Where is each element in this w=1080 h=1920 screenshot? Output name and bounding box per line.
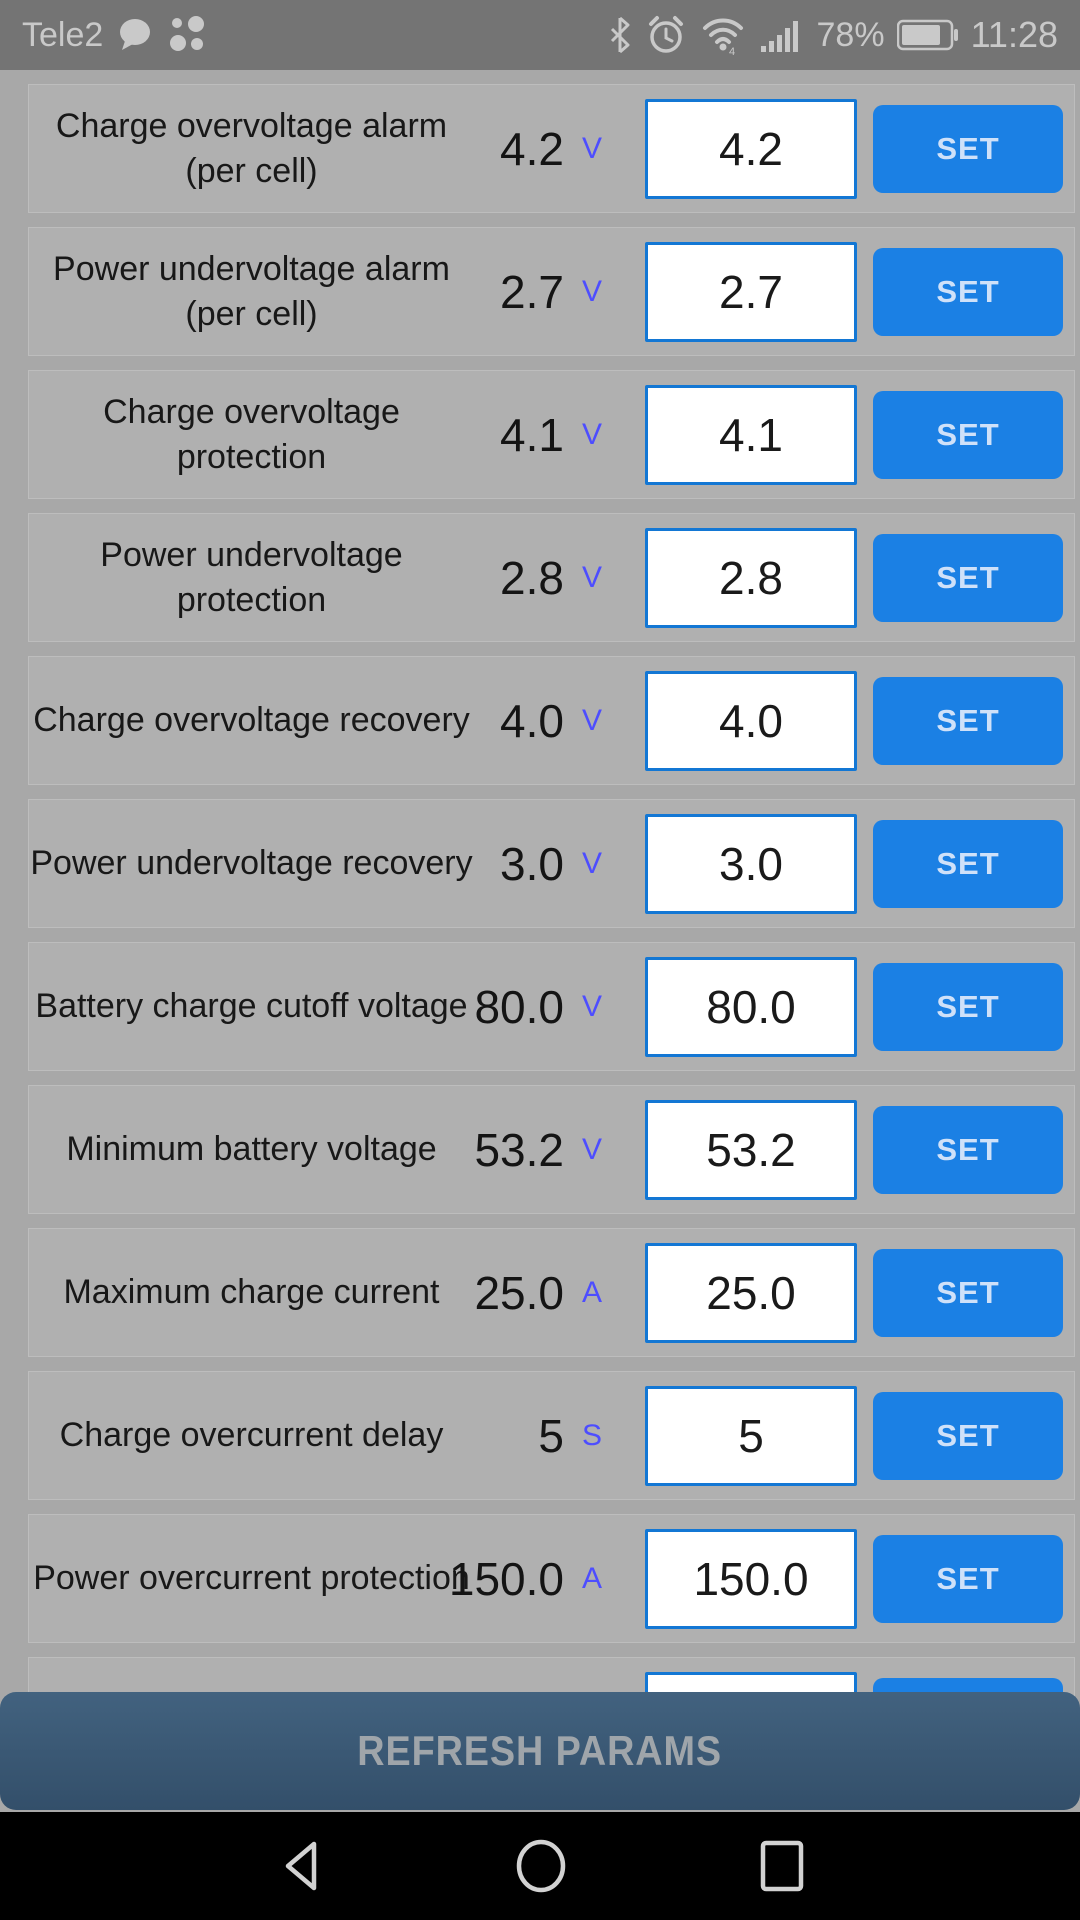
param-unit: V xyxy=(582,1132,603,1166)
alarm-clock-icon xyxy=(648,16,683,53)
chat-bubble-icon xyxy=(120,19,151,50)
set-button[interactable]: SET xyxy=(873,1534,1063,1623)
set-button[interactable]: SET xyxy=(873,104,1063,193)
param-input[interactable] xyxy=(645,527,857,628)
param-unit: V xyxy=(582,703,603,737)
param-unit: A xyxy=(582,1275,603,1309)
param-row: Charge overvoltage recovery 4.0 V SET xyxy=(28,656,1075,785)
wifi-icon: 4 xyxy=(702,18,743,56)
set-button[interactable]: SET xyxy=(873,819,1063,908)
param-current-value: 80.0 xyxy=(474,980,564,1033)
param-input[interactable] xyxy=(645,956,857,1057)
param-label: Charge overvoltage protection xyxy=(103,393,400,476)
refresh-params-button[interactable]: REFRESH PARAMS xyxy=(0,1692,1080,1810)
bluetooth-icon xyxy=(610,16,630,54)
param-unit: V xyxy=(582,131,603,165)
param-row: Power undervoltage recovery 3.0 V SET xyxy=(28,799,1075,928)
nav-recents-icon[interactable] xyxy=(752,1838,812,1894)
status-bar: Tele2 xyxy=(0,0,1080,70)
param-input[interactable] xyxy=(645,98,857,199)
carrier-label: Tele2 xyxy=(22,15,104,54)
param-label: Power undervoltage alarm (per cell) xyxy=(53,250,450,333)
param-label: Charge overcurrent delay xyxy=(59,1416,444,1455)
battery-icon xyxy=(896,19,958,51)
param-unit: S xyxy=(582,1418,603,1452)
set-button[interactable]: SET xyxy=(873,676,1063,765)
param-row: Power overcurrent protection 150.0 A SET xyxy=(28,1514,1075,1643)
param-row: Charge overcurrent delay 5 S SET xyxy=(28,1371,1075,1500)
clock-label: 11:28 xyxy=(970,14,1058,55)
param-unit: V xyxy=(582,846,603,880)
param-row: Battery charge cutoff voltage 80.0 V SET xyxy=(28,942,1075,1071)
param-unit: V xyxy=(582,989,603,1023)
param-input[interactable] xyxy=(645,241,857,342)
param-row: Power undervoltage alarm (per cell) 2.7 … xyxy=(28,227,1075,356)
param-unit: V xyxy=(582,560,603,594)
param-current-value: 2.7 xyxy=(500,265,564,318)
param-unit: V xyxy=(582,274,603,308)
params-list: Charge overvoltage alarm (per cell) 4.2 … xyxy=(0,70,1080,1812)
set-button[interactable]: SET xyxy=(873,962,1063,1051)
set-button[interactable]: SET xyxy=(873,1248,1063,1337)
set-button[interactable]: SET xyxy=(873,1105,1063,1194)
param-current-value: 2.8 xyxy=(500,551,564,604)
param-row: Charge overvoltage alarm (per cell) 4.2 … xyxy=(28,84,1075,213)
param-row: Charge overvoltage protection 4.1 V SET xyxy=(28,370,1075,499)
param-current-value: 53.2 xyxy=(474,1123,564,1176)
param-label: Maximum charge current xyxy=(63,1273,440,1312)
param-input[interactable] xyxy=(645,1528,857,1629)
signal-strength-icon xyxy=(760,21,798,52)
param-label: Power overcurrent protection xyxy=(33,1559,470,1598)
param-row: Minimum battery voltage 53.2 V SET xyxy=(28,1085,1075,1214)
param-row: Maximum charge current 25.0 A SET xyxy=(28,1228,1075,1357)
param-label: Battery charge cutoff voltage xyxy=(35,987,468,1026)
set-button[interactable]: SET xyxy=(873,1391,1063,1480)
param-current-value: 5 xyxy=(538,1409,564,1462)
param-current-value: 4.1 xyxy=(500,408,564,461)
svg-text:4: 4 xyxy=(729,46,735,56)
set-button[interactable]: SET xyxy=(873,390,1063,479)
param-current-value: 4.0 xyxy=(500,694,564,747)
param-current-value: 150.0 xyxy=(448,1552,564,1605)
battery-percent-label: 78% xyxy=(816,15,885,54)
set-button[interactable]: SET xyxy=(873,533,1063,622)
param-label: Power undervoltage recovery xyxy=(30,844,473,883)
set-button[interactable]: SET xyxy=(873,247,1063,336)
android-nav-bar xyxy=(0,1812,1080,1920)
param-label: Charge overvoltage recovery xyxy=(33,701,470,740)
param-current-value: 4.2 xyxy=(500,122,564,175)
param-input[interactable] xyxy=(645,1242,857,1343)
param-label: Minimum battery voltage xyxy=(66,1130,437,1169)
param-unit: A xyxy=(582,1561,603,1595)
param-input[interactable] xyxy=(645,670,857,771)
param-label: Power undervoltage protection xyxy=(100,536,403,619)
param-unit: V xyxy=(582,417,603,451)
nav-back-icon[interactable] xyxy=(274,1838,334,1894)
param-input[interactable] xyxy=(645,1385,857,1486)
dots-icon xyxy=(170,16,205,51)
param-label: Charge overvoltage alarm (per cell) xyxy=(55,107,448,190)
param-input[interactable] xyxy=(645,384,857,485)
refresh-params-label: REFRESH PARAMS xyxy=(357,1727,723,1774)
param-current-value: 25.0 xyxy=(474,1266,564,1319)
param-input[interactable] xyxy=(645,1099,857,1200)
nav-home-icon[interactable] xyxy=(511,1838,571,1894)
param-current-value: 3.0 xyxy=(500,837,564,890)
param-input[interactable] xyxy=(645,813,857,914)
param-row: Power undervoltage protection 2.8 V SET xyxy=(28,513,1075,642)
